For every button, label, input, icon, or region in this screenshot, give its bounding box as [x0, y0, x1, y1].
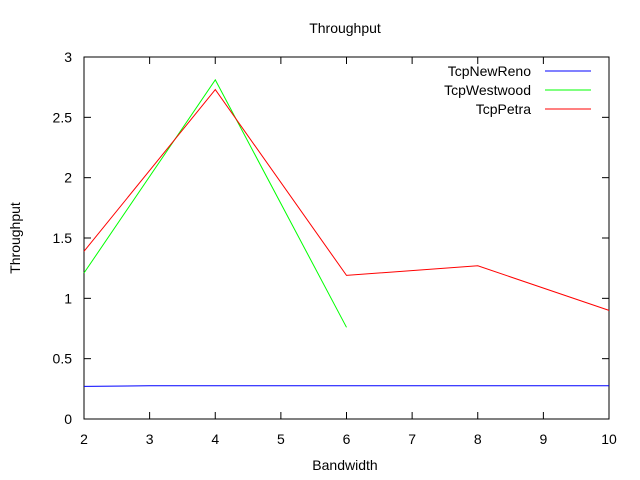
- x-tick-label: 5: [277, 431, 285, 447]
- y-tick-label: 2.5: [53, 109, 73, 125]
- x-tick-label: 9: [539, 431, 547, 447]
- x-tick-label: 4: [211, 431, 219, 447]
- series-line-tcpwestwood: [83, 78, 347, 328]
- legend: TcpNewReno TcpWestwood TcpPetra: [444, 63, 591, 117]
- axis-ticks: [83, 56, 610, 420]
- series-line-tcpnewreno: [83, 385, 609, 387]
- x-axis-label: Bandwidth: [312, 457, 377, 473]
- x-tick-label: 10: [601, 431, 617, 447]
- y-tick-label: 2: [64, 170, 72, 186]
- x-tick-label: 7: [408, 431, 416, 447]
- x-tick-label: 8: [474, 431, 482, 447]
- series-lines: [83, 78, 610, 387]
- chart-title: Throughput: [309, 20, 381, 36]
- y-tick-label: 0.5: [53, 351, 73, 367]
- legend-label-tcpnewreno: TcpNewReno: [448, 63, 531, 79]
- axis-tick-labels: 2 3 4 5 6 7 8 9 10 0 0.5 1 1.5 2 2.5 3: [53, 49, 617, 447]
- x-tick-label: 2: [80, 431, 88, 447]
- y-tick-label: 1: [64, 290, 72, 306]
- y-tick-label: 1.5: [53, 230, 73, 246]
- x-tick-label: 3: [146, 431, 154, 447]
- legend-label-tcppetra: TcpPetra: [476, 101, 531, 117]
- series-line-tcppetra: [83, 88, 610, 311]
- y-tick-label: 0: [64, 411, 72, 427]
- y-axis-label: Throughput: [7, 202, 23, 274]
- x-tick-label: 6: [343, 431, 351, 447]
- legend-label-tcpwestwood: TcpWestwood: [444, 82, 531, 98]
- y-tick-label: 3: [64, 49, 72, 65]
